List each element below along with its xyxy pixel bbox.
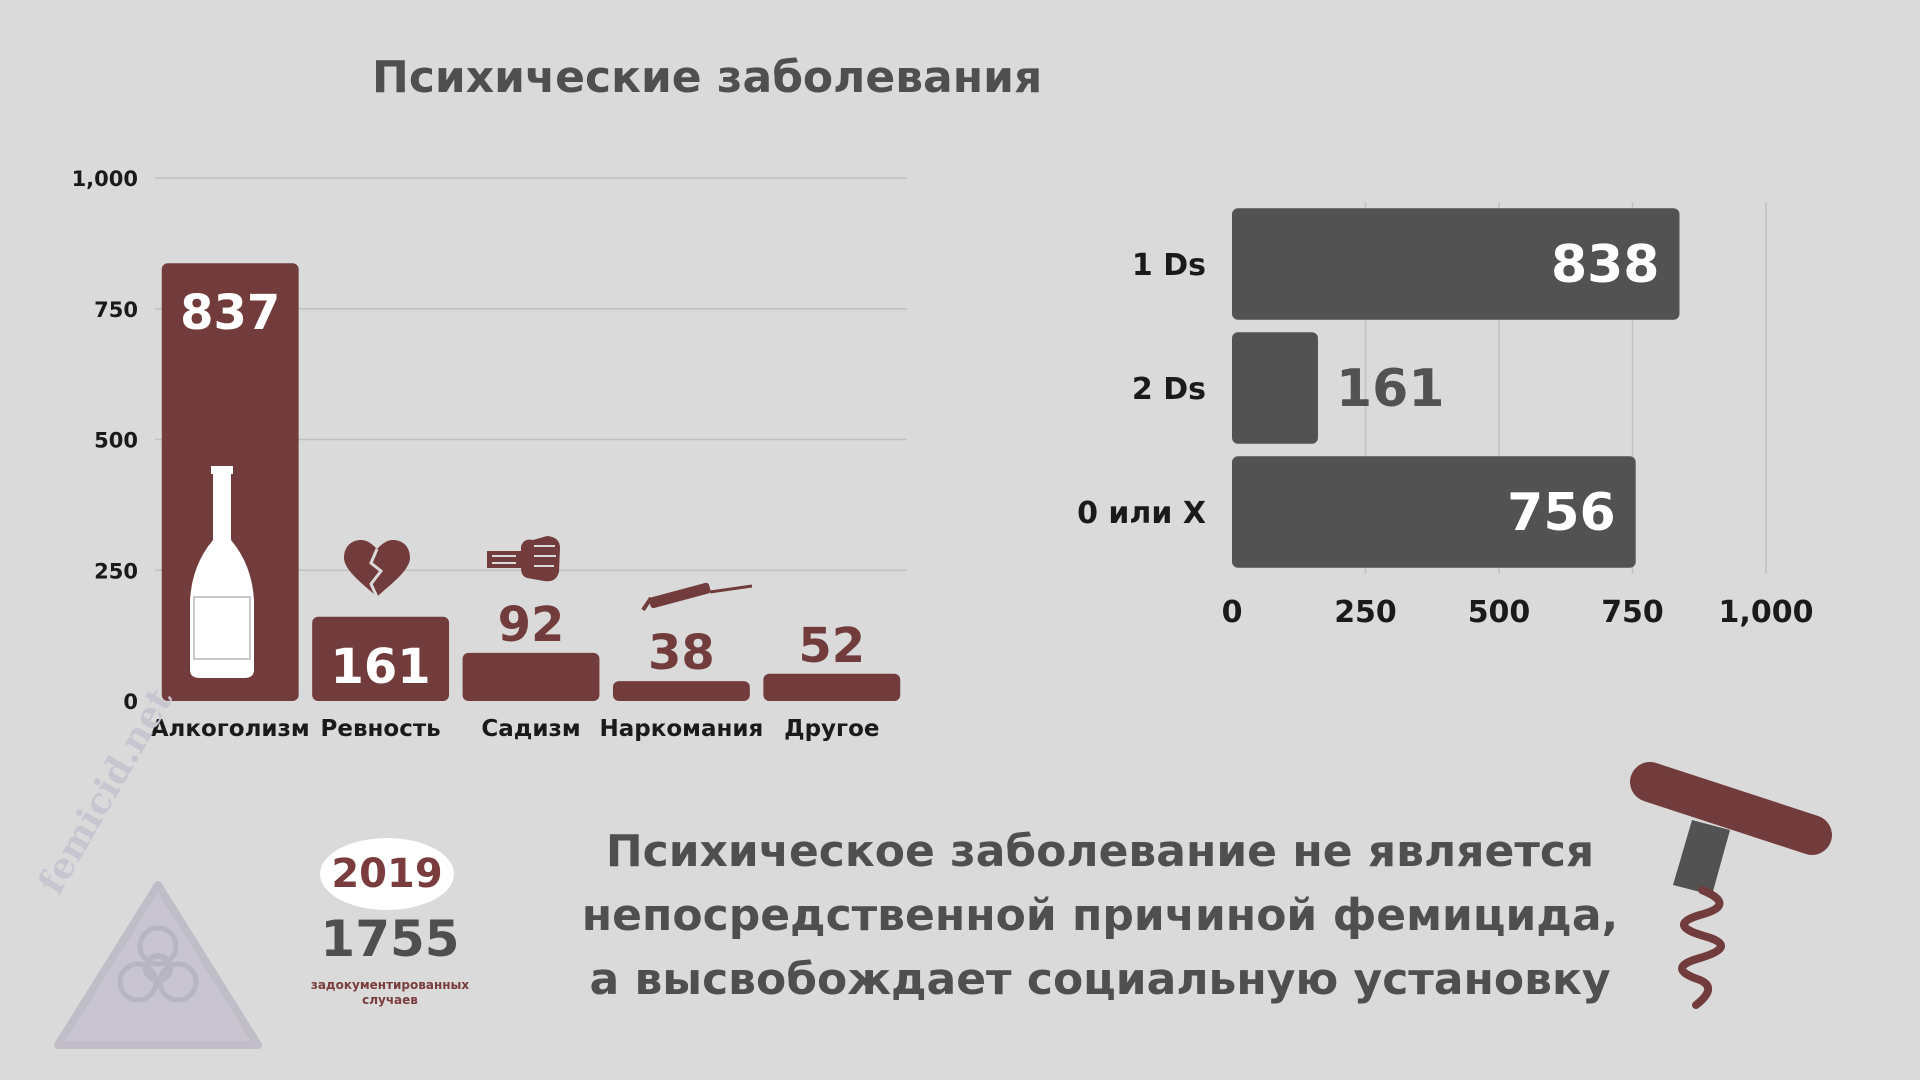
y-tick-label: 250 [94, 559, 138, 583]
bar [612, 681, 750, 701]
fist-icon [487, 536, 560, 582]
x-category-label: Наркомания [600, 716, 764, 742]
syringe-icon [641, 582, 753, 612]
cases-count: 1755 [320, 910, 460, 968]
key-message: Психическое заболевание не является непо… [560, 820, 1640, 1012]
x-tick-label: 250 [1334, 595, 1397, 630]
x-category-label: Ревность [320, 716, 440, 742]
x-category-label: Алкоголизм [151, 716, 310, 742]
message-line: а высвобождает социальную установку [589, 954, 1611, 1005]
y-tick-label: 750 [94, 298, 138, 322]
bar-value-label: 38 [648, 625, 715, 681]
bar-value-label: 92 [498, 597, 565, 653]
x-tick-label: 750 [1601, 595, 1664, 630]
x-tick-label: 1,000 [1719, 595, 1814, 630]
bar [1232, 332, 1318, 444]
year-badge: 2019 [320, 838, 454, 910]
bar-value-label: 161 [1336, 359, 1445, 419]
bar-value-label: 756 [1507, 483, 1616, 543]
x-tick-label: 0 [1222, 595, 1243, 630]
x-tick-label: 500 [1468, 595, 1531, 630]
y-tick-label: 0 [123, 690, 138, 714]
bar [1232, 456, 1636, 568]
biohazard-icon [54, 881, 262, 1049]
horizontal-bar-chart: 0 250 500 750 1,000 838 1 Ds 161 2 Ds 756 0 или X [1077, 202, 1813, 630]
x-category-label: Садизм [481, 716, 580, 742]
bar [763, 673, 901, 701]
page-title: Психические заболевания [372, 52, 1043, 103]
message-line: непосредственной причиной фемицида, [581, 890, 1619, 941]
y-category-label: 0 или X [1077, 496, 1206, 531]
x-category-label: Другое [784, 716, 879, 742]
bar-value-label: 837 [180, 285, 280, 341]
y-category-label: 1 Ds [1132, 248, 1206, 283]
cases-label: задокументированных случаев [290, 978, 490, 1008]
bar [312, 616, 450, 701]
broken-heart-icon [344, 540, 410, 598]
corkscrew-icon [1630, 762, 1832, 1009]
message-line: Психическое заболевание не является [605, 826, 1595, 877]
bar-value-label: 838 [1551, 235, 1660, 295]
bottle-icon [190, 466, 254, 678]
bar [462, 652, 600, 701]
y-category-label: 2 Ds [1132, 372, 1206, 407]
bar [1232, 208, 1680, 320]
y-tick-label: 1,000 [72, 167, 138, 191]
y-tick-label: 500 [94, 429, 138, 453]
cases-label-line: случаев [362, 993, 418, 1007]
bar-value-label: 161 [330, 639, 430, 695]
cases-label-line: задокументированных [310, 978, 470, 992]
bar-value-label: 52 [798, 618, 865, 674]
